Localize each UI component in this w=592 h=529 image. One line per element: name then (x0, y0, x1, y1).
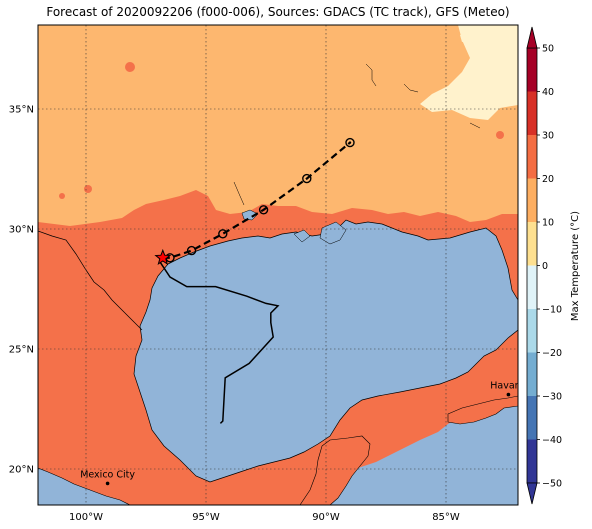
pacific-ocean (38, 467, 131, 505)
colorbar-band (527, 352, 537, 397)
lon-tick-label: 90°W (312, 512, 340, 523)
colorbar-tick-label: −10 (542, 305, 562, 316)
map-area: Havana Mexico City (38, 25, 526, 505)
gridlines (38, 25, 518, 505)
land-cool-patch (460, 33, 470, 42)
colorbar-band (527, 135, 537, 179)
us-mexico-border (38, 230, 143, 331)
colorbar-band (527, 439, 537, 484)
track-point-center (348, 141, 352, 144)
map-frame (37, 24, 519, 506)
lake (319, 221, 347, 245)
colorbar-label: Max Temperature (°C) (570, 211, 581, 321)
city-label: Havana (490, 381, 526, 392)
track-point (258, 205, 269, 215)
colorbar-tick-label: 30 (542, 131, 554, 142)
forecast-track-points (165, 137, 355, 263)
city-label: Mexico City (80, 469, 135, 480)
cuba-island (447, 395, 518, 425)
colorbar-band (527, 309, 537, 353)
hot-patch (84, 185, 92, 193)
star-icon (154, 248, 172, 266)
colorbar-tick-label: −40 (542, 435, 562, 446)
colorbar-tick-label: −30 (542, 392, 562, 403)
lake (293, 229, 311, 243)
colorbar-band (527, 396, 537, 440)
yucatan-peninsula (299, 435, 371, 505)
lon-tick-label: 95°W (192, 512, 220, 523)
track-point (302, 173, 312, 184)
colorbar-tick-label: 50 (542, 44, 554, 55)
colorbar-tick-label: −20 (542, 348, 562, 359)
city-markers: Havana Mexico City (80, 381, 526, 486)
lat-tick-label: 35°N (9, 105, 34, 116)
colorbar-extend-top (526, 26, 538, 49)
track-point (218, 229, 228, 239)
colorbar-ticks: 50 40 30 20 10 0 −10 −20 −30 −40 −50 (537, 44, 562, 490)
hot-patch (496, 131, 504, 139)
land-cool-region (420, 25, 518, 120)
axis-tick-labels: 100°W 95°W 90°W 85°W 35°N 30°N 25°N 20°N (9, 105, 460, 524)
track-point (345, 137, 355, 148)
lat-tick-label: 20°N (9, 465, 34, 476)
colorbar-bands (526, 47, 538, 484)
city-dot (506, 392, 511, 397)
forecast-track-line (162, 141, 351, 259)
river (233, 63, 481, 206)
city-dot (105, 481, 110, 486)
past-track-line (159, 262, 280, 424)
colorbar-tick-label: −50 (542, 479, 562, 490)
hot-patch (59, 193, 65, 199)
colorbar-band (527, 48, 537, 92)
map-title: Forecast of 2020092206 (f000-006), Sourc… (46, 5, 510, 19)
colorbar-tick-label: 0 (542, 261, 548, 272)
colorbar: 50 40 30 20 10 0 −10 −20 −30 −40 −50 Max Temperatu… (526, 26, 581, 505)
colorbar-band (527, 91, 537, 136)
colorbar-extend-bottom (526, 482, 538, 505)
hot-patch (125, 62, 135, 72)
colorbar-tick-label: 10 (542, 218, 554, 229)
colorbar-tick-label: 20 (542, 174, 554, 185)
colorbar-band (527, 178, 537, 223)
lon-tick-label: 85°W (432, 512, 460, 523)
lon-tick-label: 100°W (69, 512, 103, 523)
caribbean-sea (310, 398, 518, 505)
colorbar-band (527, 265, 537, 310)
lake (241, 209, 259, 221)
colorbar-band (527, 222, 537, 266)
colorbar-tick-label: 40 (542, 87, 554, 98)
lat-tick-label: 30°N (9, 225, 34, 236)
lat-tick-label: 25°N (9, 345, 34, 356)
track-point (186, 245, 197, 256)
